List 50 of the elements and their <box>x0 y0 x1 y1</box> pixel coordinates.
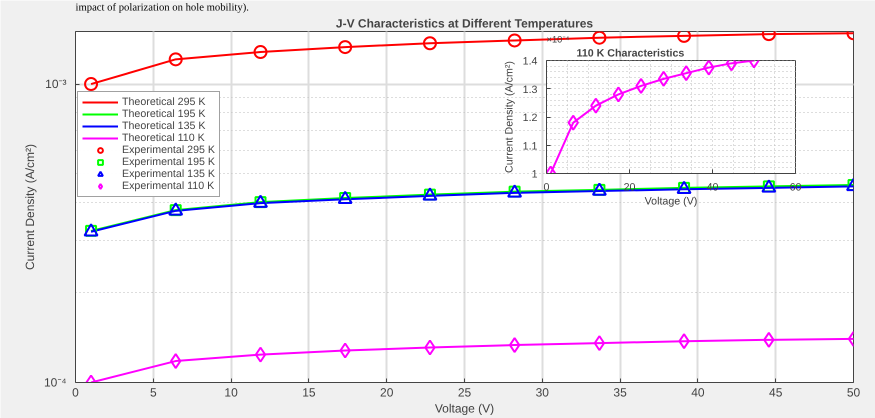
y-tick-label: 1.4 <box>522 56 538 68</box>
y-axis-title: Current Density (A/cm²) <box>504 61 516 173</box>
legend-label: Theoretical 195 K <box>122 108 206 120</box>
y-tick-label: 10⁻³ <box>45 77 67 92</box>
x-axis-title: Voltage (V) <box>434 402 494 416</box>
y-tick-label: 10⁻⁴ <box>44 376 67 390</box>
y-tick-label: 1.3 <box>522 84 538 96</box>
x-axis-title: Voltage (V) <box>644 196 698 208</box>
point <box>508 33 522 48</box>
point <box>254 45 268 60</box>
x-tick-label: 0 <box>72 386 80 400</box>
x-tick-label: 40 <box>691 386 705 400</box>
x-tick-label: 45 <box>769 386 783 400</box>
point <box>763 332 775 348</box>
legend-label: Experimental 295 K <box>122 144 215 156</box>
point <box>508 337 520 354</box>
point <box>422 36 437 50</box>
x-tick-label: 50 <box>846 386 860 400</box>
point <box>254 346 266 363</box>
point <box>424 340 436 356</box>
x-tick-label: 10 <box>224 386 238 400</box>
point <box>594 335 606 352</box>
legend-label: Experimental 110 K <box>122 180 214 192</box>
point <box>678 333 690 350</box>
legend-label: Theoretical 295 K <box>122 96 206 108</box>
x-tick-label: 20 <box>380 386 394 400</box>
point <box>592 32 606 45</box>
legend-label: Theoretical 135 K <box>122 120 206 132</box>
x-tick-label: 35 <box>613 386 628 400</box>
point <box>84 77 98 92</box>
y-axis-title: Current Density (A/cm²) <box>22 144 37 270</box>
chart-title: J-V Characteristics at Different Temperatures <box>336 16 594 30</box>
text: impact of polarization on hole mobility). <box>76 2 249 14</box>
x-tick-label: 60 <box>790 182 802 194</box>
y-tick-label: 1.2 <box>522 112 538 124</box>
y-tick-label: 1 <box>532 168 538 180</box>
chart-title: 110 K Characteristics <box>576 48 684 60</box>
y-tick-label: 1.1 <box>522 140 538 152</box>
legend-label: Theoretical 110 K <box>122 132 205 144</box>
x-tick-label: 25 <box>458 386 472 400</box>
point <box>339 342 351 359</box>
x-tick-label: 30 <box>536 386 550 400</box>
point <box>677 32 692 43</box>
x-tick-label: 5 <box>150 386 157 400</box>
legend-label: Experimental 135 K <box>122 168 215 180</box>
point <box>168 52 183 66</box>
x-tick-label: 15 <box>302 386 316 400</box>
legend-label: Experimental 195 K <box>122 156 215 168</box>
x-tick-label: 40 <box>706 182 718 194</box>
point <box>338 40 352 54</box>
